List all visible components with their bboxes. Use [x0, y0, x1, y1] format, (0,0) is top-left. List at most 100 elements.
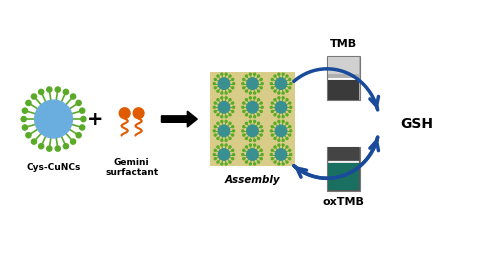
Circle shape: [243, 158, 244, 160]
Circle shape: [286, 114, 288, 116]
Circle shape: [225, 97, 227, 99]
Circle shape: [250, 97, 252, 99]
Circle shape: [232, 78, 234, 81]
Circle shape: [286, 138, 288, 139]
Circle shape: [286, 122, 288, 124]
Circle shape: [81, 116, 86, 122]
Circle shape: [221, 116, 223, 118]
Circle shape: [282, 73, 284, 75]
Circle shape: [21, 116, 26, 122]
Circle shape: [242, 153, 244, 155]
Circle shape: [229, 114, 231, 116]
Circle shape: [232, 102, 234, 104]
Circle shape: [254, 92, 256, 94]
Text: +: +: [86, 110, 103, 129]
Circle shape: [217, 122, 219, 124]
Circle shape: [225, 163, 227, 165]
Circle shape: [272, 87, 274, 89]
Circle shape: [247, 102, 258, 113]
Circle shape: [278, 144, 280, 146]
Circle shape: [276, 78, 286, 89]
Circle shape: [278, 92, 280, 94]
Circle shape: [286, 99, 288, 101]
Circle shape: [290, 130, 292, 132]
Circle shape: [225, 144, 227, 146]
Circle shape: [217, 75, 219, 77]
Circle shape: [254, 139, 256, 141]
Circle shape: [214, 78, 216, 81]
Circle shape: [272, 158, 274, 160]
Circle shape: [225, 139, 227, 141]
Circle shape: [247, 125, 258, 136]
Circle shape: [282, 144, 284, 146]
Circle shape: [250, 139, 252, 141]
Circle shape: [246, 90, 248, 92]
Text: Assembly: Assembly: [224, 175, 280, 185]
Circle shape: [221, 73, 223, 75]
Circle shape: [276, 102, 286, 113]
Circle shape: [221, 97, 223, 99]
Circle shape: [120, 108, 130, 119]
Circle shape: [261, 130, 263, 132]
Circle shape: [260, 87, 262, 89]
Circle shape: [274, 114, 276, 116]
Circle shape: [288, 158, 290, 160]
Circle shape: [232, 83, 234, 85]
Circle shape: [288, 110, 290, 112]
Circle shape: [214, 153, 216, 155]
Circle shape: [232, 110, 234, 112]
Circle shape: [229, 90, 231, 92]
Circle shape: [254, 144, 256, 146]
Circle shape: [286, 90, 288, 92]
Circle shape: [290, 106, 292, 108]
Circle shape: [278, 73, 280, 75]
Text: Cys-CuNCs: Cys-CuNCs: [26, 163, 80, 172]
Circle shape: [282, 116, 284, 118]
Circle shape: [26, 133, 31, 138]
Circle shape: [214, 158, 216, 160]
Circle shape: [286, 146, 288, 148]
Circle shape: [276, 149, 286, 160]
Circle shape: [214, 102, 216, 104]
Circle shape: [288, 102, 290, 104]
Circle shape: [217, 114, 219, 116]
Circle shape: [232, 149, 234, 151]
Circle shape: [261, 83, 263, 85]
Circle shape: [288, 87, 290, 89]
Circle shape: [232, 153, 234, 155]
Bar: [328, 80, 360, 100]
Circle shape: [55, 146, 60, 151]
Circle shape: [32, 139, 36, 144]
Circle shape: [32, 94, 36, 99]
Circle shape: [214, 149, 216, 151]
Circle shape: [250, 116, 252, 118]
Circle shape: [225, 92, 227, 94]
Circle shape: [258, 161, 260, 163]
Circle shape: [274, 161, 276, 163]
Circle shape: [64, 144, 68, 149]
Circle shape: [254, 73, 256, 75]
Circle shape: [270, 153, 272, 155]
Circle shape: [76, 100, 81, 106]
Circle shape: [260, 126, 262, 128]
Circle shape: [258, 90, 260, 92]
Circle shape: [229, 146, 231, 148]
Bar: [328, 147, 360, 160]
Bar: [328, 163, 360, 190]
Circle shape: [258, 99, 260, 101]
Circle shape: [282, 139, 284, 141]
Circle shape: [229, 122, 231, 124]
Circle shape: [254, 120, 256, 122]
Circle shape: [274, 99, 276, 101]
Circle shape: [34, 100, 72, 138]
Circle shape: [242, 83, 244, 85]
Circle shape: [246, 122, 248, 124]
Circle shape: [221, 163, 223, 165]
Circle shape: [258, 122, 260, 124]
Circle shape: [282, 97, 284, 99]
Circle shape: [225, 116, 227, 118]
Circle shape: [282, 92, 284, 94]
Circle shape: [270, 83, 272, 85]
Circle shape: [288, 78, 290, 81]
Circle shape: [229, 138, 231, 139]
